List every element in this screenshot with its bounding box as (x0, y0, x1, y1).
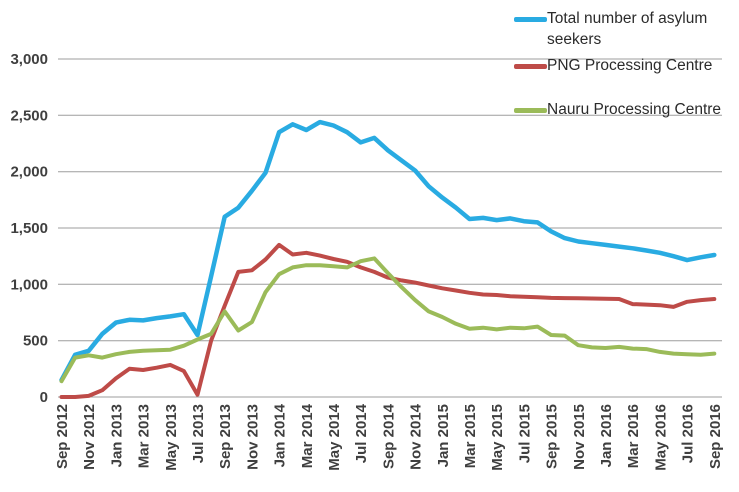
x-tick-label: Jan 2016 (598, 404, 615, 467)
legend-label: Nauru Processing Centre (547, 101, 722, 118)
x-axis-labels: Sep 2012 Nov 2012 Jan 2013 Mar 2013 May 2013… (54, 403, 724, 470)
legend-label: PNG Processing Centre (547, 57, 713, 74)
y-tick-label: 0 (40, 389, 48, 406)
x-tick-label: Nov 2013 (244, 404, 261, 470)
legend-label: Total number of asylum seekers (547, 10, 708, 48)
x-tick-label: May 2015 (489, 404, 506, 471)
x-tick-label: Nov 2012 (81, 404, 98, 470)
x-tick-label: Mar 2015 (462, 404, 479, 468)
x-tick-label: Mar 2014 (299, 403, 316, 468)
series-line-nauru-processing-centre (59, 256, 717, 384)
x-tick-label: Nov 2014 (408, 403, 425, 470)
x-tick-label: Jul 2013 (190, 404, 207, 463)
legend-item-total-number-of-asylum-seekers: Total number of asylum seekers (514, 8, 736, 50)
x-tick-label: Jan 2014 (272, 403, 289, 467)
legend-item-nauru-processing-centre: Nauru Processing Centre (514, 99, 721, 120)
series-line-png-processing-centre (59, 242, 717, 399)
x-tick-label: May 2014 (326, 403, 343, 470)
y-axis-labels: 0 500 1,000 1,500 2,000 2,500 3,000 (10, 51, 48, 406)
legend-line-swatch-png-processing-centre (514, 64, 547, 69)
x-tick-label: Mar 2013 (136, 404, 153, 468)
x-tick-label: Mar 2016 (625, 404, 642, 468)
y-tick-label: 2,000 (10, 164, 48, 181)
x-tick-label: Jul 2014 (353, 403, 370, 463)
legend-line-swatch-total-number-of-asylum-seekers (514, 17, 547, 22)
y-tick-label: 500 (23, 333, 48, 350)
x-tick-label: Jan 2013 (108, 404, 125, 467)
x-tick-label: Jan 2015 (435, 404, 452, 467)
x-tick-label: Nov 2015 (571, 404, 588, 470)
series-lines (59, 119, 717, 399)
x-tick-label: Jul 2015 (516, 404, 533, 463)
y-tick-label: 3,000 (10, 51, 48, 68)
gridlines (58, 58, 722, 398)
x-tick-label: Jul 2016 (680, 404, 697, 463)
x-tick-label: Sep 2013 (217, 404, 234, 469)
legend-item-png-processing-centre: PNG Processing Centre (514, 55, 712, 76)
x-tick-label: Sep 2012 (54, 404, 71, 469)
y-tick-label: 1,500 (10, 220, 48, 237)
x-tick-label: Sep 2014 (380, 403, 397, 469)
x-tick-label: May 2013 (163, 404, 180, 471)
x-tick-label: Sep 2016 (707, 404, 724, 469)
y-tick-label: 2,500 (10, 107, 48, 124)
legend-line-swatch-nauru-processing-centre (514, 108, 547, 113)
y-tick-label: 1,000 (10, 276, 48, 293)
x-tick-label: Sep 2015 (544, 404, 561, 469)
series-line-total-number-of-asylum-seekers (59, 119, 717, 383)
x-tick-label: May 2016 (652, 404, 669, 471)
